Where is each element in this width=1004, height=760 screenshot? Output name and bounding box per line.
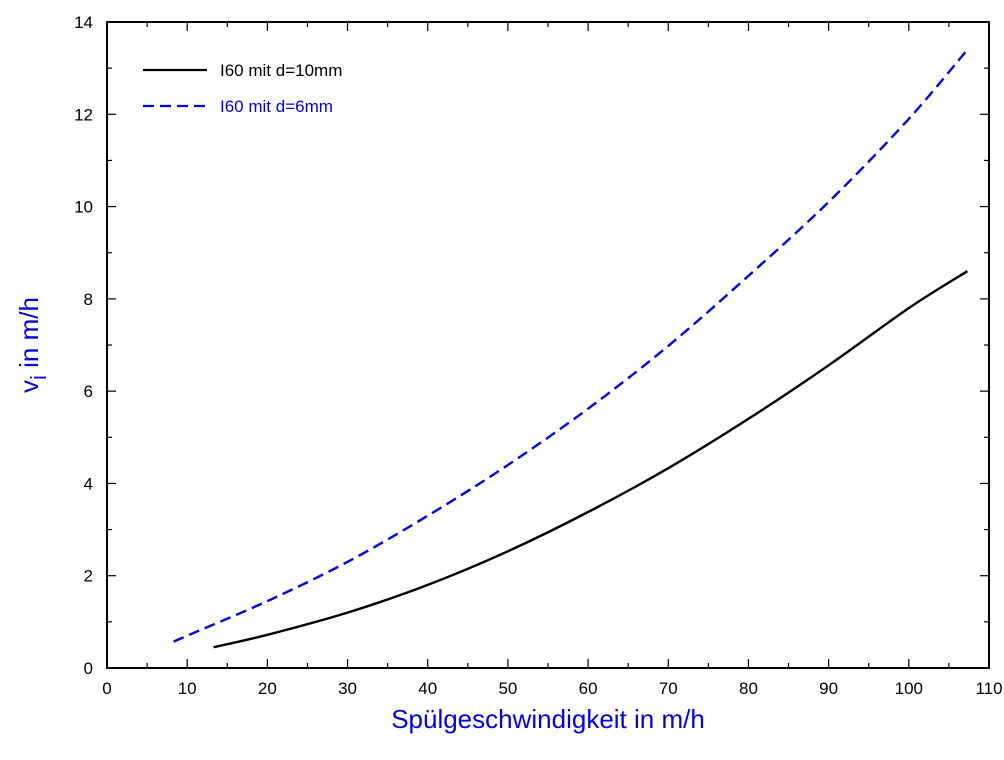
x-tick-label: 10 bbox=[178, 679, 197, 698]
tick-labels: 0 10 20 30 40 50 60 70 80 90 100 110 0 2 4 6 8 10 12 14 bbox=[74, 13, 1002, 698]
x-tick-label: 50 bbox=[498, 679, 517, 698]
series-line-1 bbox=[214, 271, 968, 647]
legend-label-series-1: I60 mit d=10mm bbox=[220, 61, 342, 80]
x-tick-label: 70 bbox=[659, 679, 678, 698]
x-tick-label: 90 bbox=[819, 679, 838, 698]
svg-text:vi in m/h: vi in m/h bbox=[14, 297, 51, 393]
x-tick-label: 30 bbox=[338, 679, 357, 698]
x-tick-label: 0 bbox=[102, 679, 111, 698]
y-tick-label: 10 bbox=[74, 198, 93, 217]
y-tick-label: 14 bbox=[74, 13, 93, 32]
series-layer bbox=[174, 50, 968, 648]
legend-label-series-2: I60 mit d=6mm bbox=[220, 97, 333, 116]
y-tick-label: 8 bbox=[84, 290, 93, 309]
y-tick-label: 2 bbox=[84, 567, 93, 586]
legend: I60 mit d=10mm I60 mit d=6mm bbox=[143, 61, 342, 116]
y-tick-label: 12 bbox=[74, 105, 93, 124]
y-tick-label: 0 bbox=[84, 659, 93, 678]
x-axis-title: Spülgeschwindigkeit in m/h bbox=[391, 704, 705, 734]
y-axis-title-rest: in m/h bbox=[14, 297, 44, 375]
y-axis-title-main: v bbox=[14, 380, 44, 393]
y-tick-label: 4 bbox=[84, 474, 93, 493]
x-tick-label: 60 bbox=[579, 679, 598, 698]
x-tick-label: 20 bbox=[258, 679, 277, 698]
x-tick-label: 110 bbox=[975, 679, 1002, 698]
y-axis-title: vi in m/h bbox=[14, 297, 51, 393]
x-tick-label: 40 bbox=[418, 679, 437, 698]
x-tick-label: 100 bbox=[895, 679, 923, 698]
series-line-2 bbox=[174, 50, 968, 642]
y-tick-label: 6 bbox=[84, 382, 93, 401]
x-tick-label: 80 bbox=[739, 679, 758, 698]
